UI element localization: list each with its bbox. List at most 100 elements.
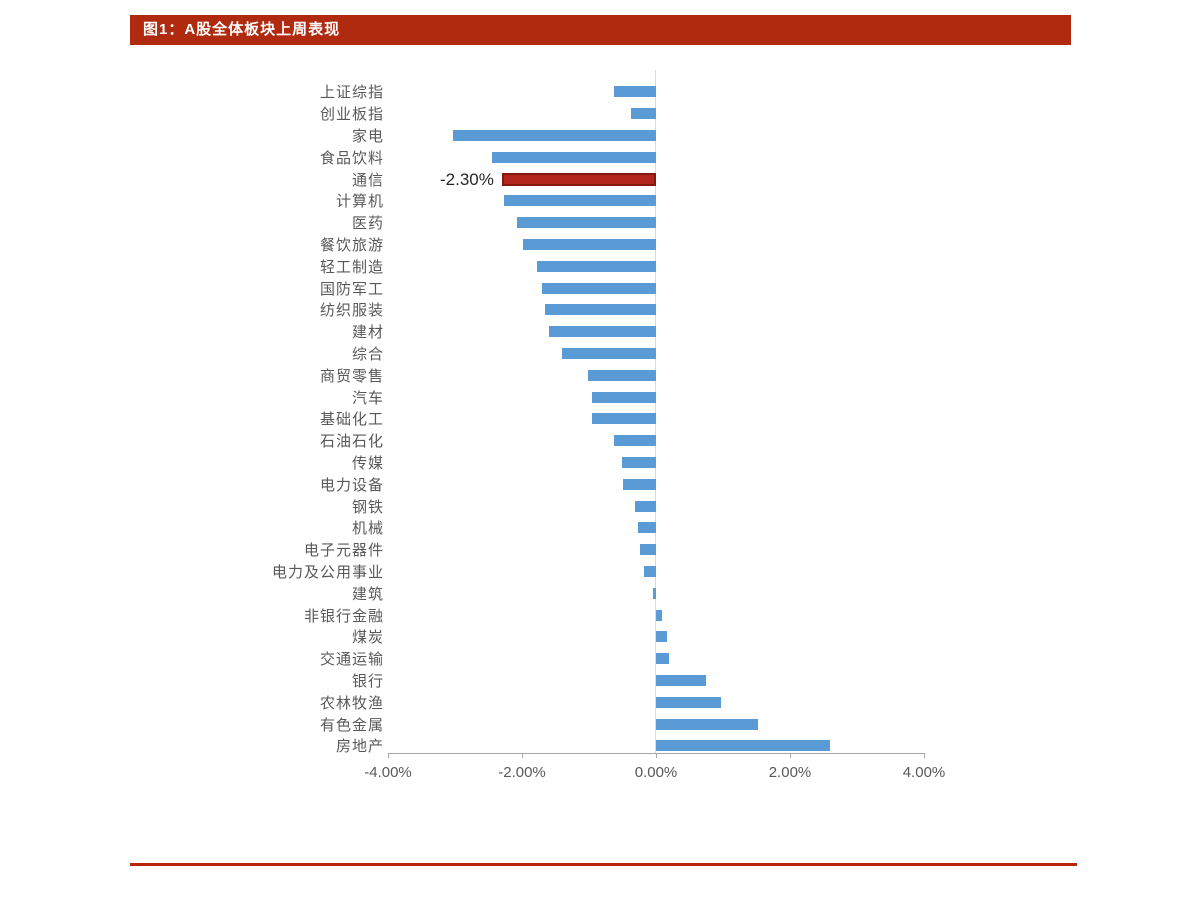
chart-row: 餐饮旅游 <box>228 234 972 256</box>
chart-row: 家电 <box>228 125 972 147</box>
chart-row: 商贸零售 <box>228 364 972 386</box>
category-label: 建筑 <box>351 586 384 603</box>
category-label: 电子元器件 <box>303 543 384 560</box>
chart-row: 电子元器件 <box>228 539 972 561</box>
x-axis-tick <box>656 753 657 758</box>
chart-bar-highlighted <box>501 172 656 186</box>
category-label: 商贸零售 <box>319 368 384 385</box>
chart-bar <box>639 544 656 556</box>
chart-bar <box>656 740 831 752</box>
category-label: 计算机 <box>335 194 384 211</box>
chart-bar <box>522 238 656 250</box>
category-label: 房地产 <box>335 739 384 756</box>
category-label: 基础化工 <box>319 412 384 429</box>
chart-bar <box>591 391 656 403</box>
x-axis-tick <box>790 753 791 758</box>
category-label: 轻工制造 <box>319 259 384 276</box>
category-label: 建材 <box>351 325 384 342</box>
chart-row: 电力及公用事业 <box>228 561 972 583</box>
chart-bar <box>643 565 656 577</box>
category-label: 煤炭 <box>351 630 384 647</box>
category-label: 国防军工 <box>319 281 384 298</box>
category-label: 通信 <box>351 172 384 189</box>
category-label: 交通运输 <box>319 652 384 669</box>
category-label: 汽车 <box>351 390 384 407</box>
x-axis-tick-label: -2.00% <box>498 764 546 781</box>
chart-row: 煤炭 <box>228 626 972 648</box>
x-axis-tick <box>924 753 925 758</box>
chart-row: 综合 <box>228 343 972 365</box>
category-label: 上证综指 <box>319 85 384 102</box>
chart-row: 纺织服装 <box>228 299 972 321</box>
chart-row: 通信 -2.30% <box>228 168 972 190</box>
category-label: 有色金属 <box>319 717 384 734</box>
category-label: 食品饮料 <box>319 150 384 167</box>
chart-bar <box>491 151 656 163</box>
chart-row: 轻工制造 <box>228 255 972 277</box>
chart-row: 非银行金融 <box>228 604 972 626</box>
chart-bar <box>613 435 656 447</box>
chart-row: 食品饮料 <box>228 146 972 168</box>
category-label: 电力设备 <box>319 477 384 494</box>
chart-bar <box>621 456 656 468</box>
chart-bar <box>592 413 656 425</box>
chart-bar <box>623 478 656 490</box>
zero-gridline <box>655 70 656 753</box>
chart-row: 房地产 <box>228 735 972 757</box>
x-axis-tick-label: 2.00% <box>768 764 812 781</box>
category-label: 石油石化 <box>319 434 384 451</box>
chart-row: 国防军工 <box>228 277 972 299</box>
chart-bar <box>656 696 721 708</box>
category-label: 钢铁 <box>351 499 384 516</box>
category-label: 农林牧渔 <box>319 695 384 712</box>
chart-bar <box>652 587 656 599</box>
chart-bar <box>536 260 656 272</box>
category-label: 综合 <box>351 346 384 363</box>
category-label: 创业板指 <box>319 107 384 124</box>
sector-performance-chart: 上证综指创业板指 家电食品饮料通信 -2.30% 计算机医药餐饮旅游轻工制造国防军工纺… <box>228 58 972 822</box>
category-label: 餐饮旅游 <box>319 237 384 254</box>
chart-row: 汽车 <box>228 386 972 408</box>
chart-bar <box>656 609 663 621</box>
chart-bar <box>548 326 656 338</box>
chart-bar <box>656 674 707 686</box>
chart-bar <box>656 718 758 730</box>
figure-title: 图1：A股全体板块上周表现 <box>143 21 341 38</box>
x-axis-tick-label: 0.00% <box>634 764 678 781</box>
chart-row: 建材 <box>228 321 972 343</box>
chart-bar <box>516 217 656 229</box>
chart-bar <box>613 86 656 98</box>
chart-row: 传媒 <box>228 452 972 474</box>
chart-row: 交通运输 <box>228 648 972 670</box>
category-label: 传媒 <box>351 455 384 472</box>
category-label: 纺织服装 <box>319 303 384 320</box>
category-label: 医药 <box>351 216 384 233</box>
chart-bar <box>544 304 656 316</box>
chart-bar <box>656 653 669 665</box>
chart-bar <box>562 347 656 359</box>
category-label: 银行 <box>351 673 384 690</box>
chart-row: 有色金属 <box>228 713 972 735</box>
chart-row: 农林牧渔 <box>228 691 972 713</box>
x-axis-tick <box>522 753 523 758</box>
bottom-divider-line <box>130 863 1077 866</box>
chart-bar <box>656 631 667 643</box>
chart-row: 银行 <box>228 670 972 692</box>
chart-row: 创业板指 <box>228 103 972 125</box>
chart-bar <box>452 129 656 141</box>
chart-bar <box>637 522 656 534</box>
chart-row: 基础化工 <box>228 408 972 430</box>
category-label: 机械 <box>351 521 384 538</box>
chart-bar <box>503 195 656 207</box>
chart-bar <box>542 282 656 294</box>
chart-row: 医药 <box>228 212 972 234</box>
chart-row: 钢铁 <box>228 495 972 517</box>
chart-row: 上证综指 <box>228 81 972 103</box>
chart-bar <box>631 108 656 120</box>
x-axis-tick-label: -4.00% <box>364 764 412 781</box>
figure-title-bar: 图1：A股全体板块上周表现 <box>130 15 1071 45</box>
chart-bar <box>587 369 656 381</box>
highlight-value-label: -2.30% <box>440 169 494 189</box>
category-label: 电力及公用事业 <box>271 564 384 581</box>
